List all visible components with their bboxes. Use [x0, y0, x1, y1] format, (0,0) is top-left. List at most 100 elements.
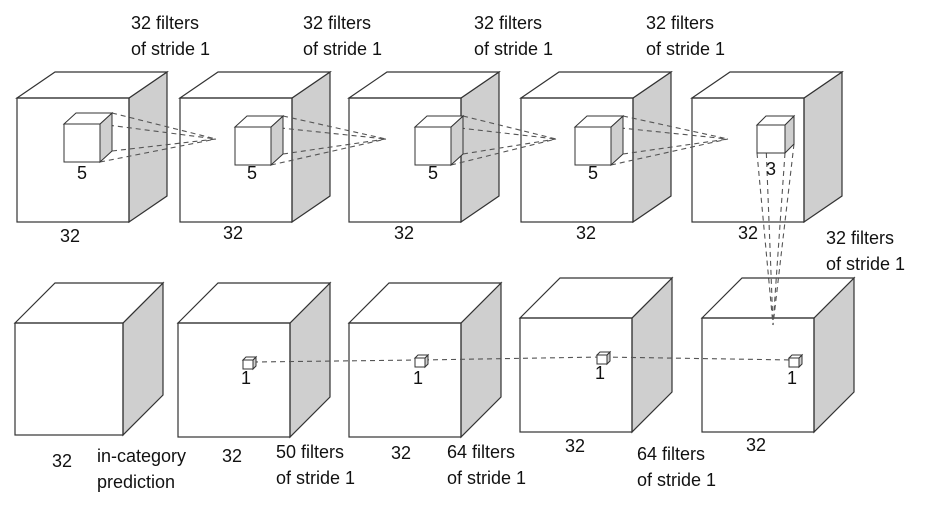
receptive-field-line: [462, 138, 557, 155]
bottom-volume-5: [700, 276, 856, 434]
top-filter-label-2-line1: 32 filters: [303, 13, 371, 33]
side-filter-label-line1: 32 filters: [826, 228, 894, 248]
bottom-volume-4: [518, 276, 674, 434]
bottom-filter-label-2-line2: of stride 1: [447, 468, 526, 488]
top-kernel-2-top: [233, 115, 285, 128]
top-dim-1: 32: [60, 226, 80, 246]
top-kernel-1: [62, 111, 114, 164]
top-kernel-4-front: [574, 126, 612, 166]
top-filter-label-3-line2: of stride 1: [474, 39, 553, 59]
top-filter-label-1-line1: 32 filters: [131, 13, 199, 33]
bottom-filter-label-3-line1: 64 filters: [637, 444, 705, 464]
side-filter-label-line2: of stride 1: [826, 254, 905, 274]
bottom-kernel-4: [787, 353, 804, 369]
bottom-kernel-size-2: 1: [413, 368, 423, 388]
bottom-volume-3-bg: [349, 323, 461, 437]
bottom-dim-5: 32: [746, 435, 766, 455]
bottom-kernel-2-top: [413, 354, 430, 359]
prediction-label-line2: prediction: [97, 472, 175, 492]
top-kernel-4-top: [573, 115, 625, 128]
receptive-field-line: [270, 138, 387, 166]
top-kernel-size-5: 3: [766, 159, 776, 179]
bottom-kernel-4-top: [787, 354, 804, 359]
bottom-volume-4-bg: [520, 318, 632, 432]
bottom-filter-label-2-line1: 64 filters: [447, 442, 515, 462]
bottom-filter-label-1-line2: of stride 1: [276, 468, 355, 488]
bottom-kernel-2-front: [414, 357, 426, 368]
top-kernel-1-top: [62, 112, 114, 125]
top-kernel-5-front: [756, 124, 786, 154]
receptive-field-line: [270, 126, 387, 140]
bottom-kernel-3-top: [595, 351, 612, 356]
receptive-field-line: [756, 152, 774, 326]
top-volume-4: [519, 70, 673, 224]
top-filter-label-4-line1: 32 filters: [646, 13, 714, 33]
receptive-field-lines: [99, 112, 795, 363]
top-kernel-size-3: 5: [428, 163, 438, 183]
bottom-kernel-3: [595, 350, 612, 366]
receptive-field-line: [462, 115, 557, 140]
top-kernel-4: [573, 114, 625, 167]
bottom-dim-1: 32: [52, 451, 72, 471]
bottom-kernel-1: [241, 355, 258, 371]
receptive-field-line: [99, 138, 217, 163]
bottom-dim-2: 32: [222, 446, 242, 466]
top-dim-3: 32: [394, 223, 414, 243]
top-kernel-5: [755, 114, 796, 155]
top-dim-5: 32: [738, 223, 758, 243]
prediction-label-line1: in-category: [97, 446, 186, 466]
top-kernel-1-front: [63, 123, 101, 163]
bottom-volume-2: [176, 281, 332, 439]
bottom-kernel-size-3: 1: [595, 363, 605, 383]
bottom-volume-3-front: [348, 322, 462, 438]
receptive-field-line: [610, 126, 729, 140]
bottom-filter-label-1-line1: 50 filters: [276, 442, 344, 462]
bottom-kernel-2: [413, 353, 430, 369]
bottom-dim-3: 32: [391, 443, 411, 463]
bottom-volume-2-front: [177, 322, 291, 438]
top-filter-label-1-line2: of stride 1: [131, 39, 210, 59]
top-kernel-3-front: [414, 126, 452, 166]
top-volume-3: [347, 70, 501, 224]
top-volume-5: [690, 70, 844, 224]
top-volume-1-front: [16, 97, 130, 223]
top-kernel-2: [233, 114, 285, 167]
top-volume-5-front: [691, 97, 805, 223]
receptive-field-line: [450, 138, 557, 166]
top-kernel-2-front: [234, 126, 272, 166]
top-dim-4: 32: [576, 223, 596, 243]
top-filter-label-4-line2: of stride 1: [646, 39, 725, 59]
top-dim-2: 32: [223, 223, 243, 243]
bottom-volume-1-front: [14, 322, 124, 436]
bottom-volume-3: [347, 281, 503, 439]
top-kernel-size-1: 5: [77, 163, 87, 183]
top-kernel-size-4: 5: [588, 163, 598, 183]
bottom-volume-2-bg: [178, 323, 290, 437]
top-kernel-5-top: [755, 115, 796, 126]
bottom-volume-5-bg: [702, 318, 814, 432]
top-kernel-3-top: [413, 115, 465, 128]
bottom-kernel-4-front: [788, 357, 800, 368]
bottom-connection-line: [252, 356, 795, 363]
bottom-dim-4: 32: [565, 436, 585, 456]
top-filter-label-3-line1: 32 filters: [474, 13, 542, 33]
receptive-field-line: [99, 123, 217, 140]
bottom-kernel-1-top: [241, 356, 258, 361]
top-volume-3-front: [348, 97, 462, 223]
bottom-volume-1: [13, 281, 165, 437]
top-volume-2: [178, 70, 332, 224]
bottom-kernel-size-4: 1: [787, 368, 797, 388]
top-filter-label-2-line2: of stride 1: [303, 39, 382, 59]
receptive-field-line: [772, 152, 786, 326]
receptive-field-line: [772, 143, 795, 326]
bottom-volume-1-bg: [15, 323, 123, 435]
kernels: [62, 111, 804, 371]
receptive-field-line: [610, 138, 729, 166]
receptive-field-line: [765, 143, 774, 326]
bottom-volume-5-front: [701, 317, 815, 433]
top-kernel-size-2: 5: [247, 163, 257, 183]
bottom-volume-4-front: [519, 317, 633, 433]
top-kernel-3: [413, 114, 465, 167]
bottom-filter-label-3-line2: of stride 1: [637, 470, 716, 490]
